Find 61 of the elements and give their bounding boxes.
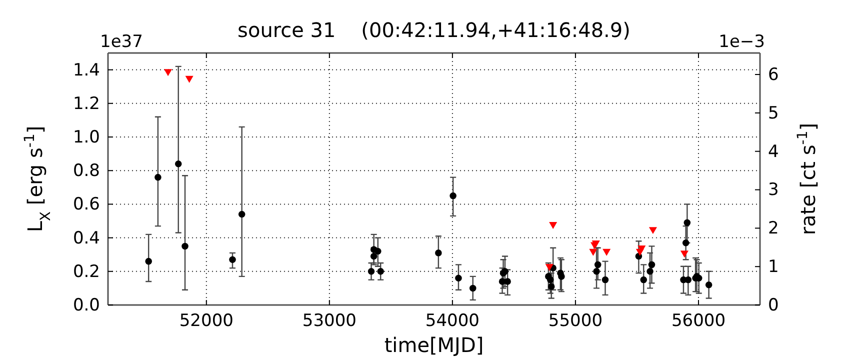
point: [602, 248, 611, 256]
point: [682, 239, 690, 246]
x-axis-title: time[MJD]: [384, 333, 484, 357]
point: [164, 69, 172, 76]
point: [589, 248, 598, 256]
point: [638, 246, 646, 253]
x-tick-label: 54000: [425, 311, 480, 332]
point: [229, 256, 236, 264]
point: [646, 268, 654, 275]
y-tick-label: 0.0: [72, 295, 100, 316]
point: [450, 192, 456, 200]
point: [182, 242, 188, 250]
text: 1e37: [100, 32, 143, 52]
x-tick-label: 56000: [671, 311, 726, 332]
point: [455, 274, 462, 282]
point: [185, 76, 194, 83]
y2-tick-label: 6: [768, 64, 779, 85]
y-tick-label: 1.2: [72, 94, 100, 114]
y2-tick-label: 0: [768, 295, 779, 316]
point: [174, 160, 182, 168]
text: 1e−3: [718, 32, 765, 52]
y-tick-label: 1.0: [72, 127, 100, 148]
point: [684, 276, 692, 284]
point: [680, 250, 688, 258]
point: [648, 227, 657, 234]
point: [145, 258, 152, 265]
x-tick-label: 53000: [302, 311, 356, 332]
point: [548, 283, 555, 290]
y-tick-label: 1.4: [72, 60, 100, 80]
point: [549, 222, 558, 230]
y-tick-label: 0.8: [72, 161, 100, 182]
y-tick-label: 0.4: [72, 228, 100, 248]
y2-tick-label: 4: [768, 142, 779, 162]
point: [238, 210, 246, 218]
point: [594, 261, 602, 268]
y2-tick-label: 3: [768, 180, 779, 200]
point: [368, 268, 375, 275]
y-tick-label: 0.2: [72, 262, 100, 282]
point: [469, 284, 476, 292]
y-tick-label: 0.6: [72, 194, 100, 215]
point: [370, 252, 378, 260]
point: [593, 268, 600, 275]
point: [374, 248, 382, 255]
point: [705, 281, 712, 288]
x-tick-label: 52000: [179, 311, 234, 332]
point: [684, 219, 691, 226]
point: [640, 276, 648, 284]
point: [504, 278, 511, 285]
point: [648, 261, 656, 268]
point: [546, 276, 554, 284]
point: [377, 268, 384, 275]
y2-tick-label: 5: [768, 103, 779, 124]
point: [154, 174, 162, 181]
y2-tick-label: 2: [768, 218, 779, 239]
point: [435, 250, 442, 256]
point: [558, 273, 565, 280]
y2-tick-label: 1: [768, 257, 779, 278]
chart-title: source 31 (00:42:11.94,+41:16:48.9): [238, 18, 630, 42]
point: [545, 264, 554, 272]
x-tick-label: 55000: [548, 311, 603, 332]
point: [602, 276, 609, 284]
